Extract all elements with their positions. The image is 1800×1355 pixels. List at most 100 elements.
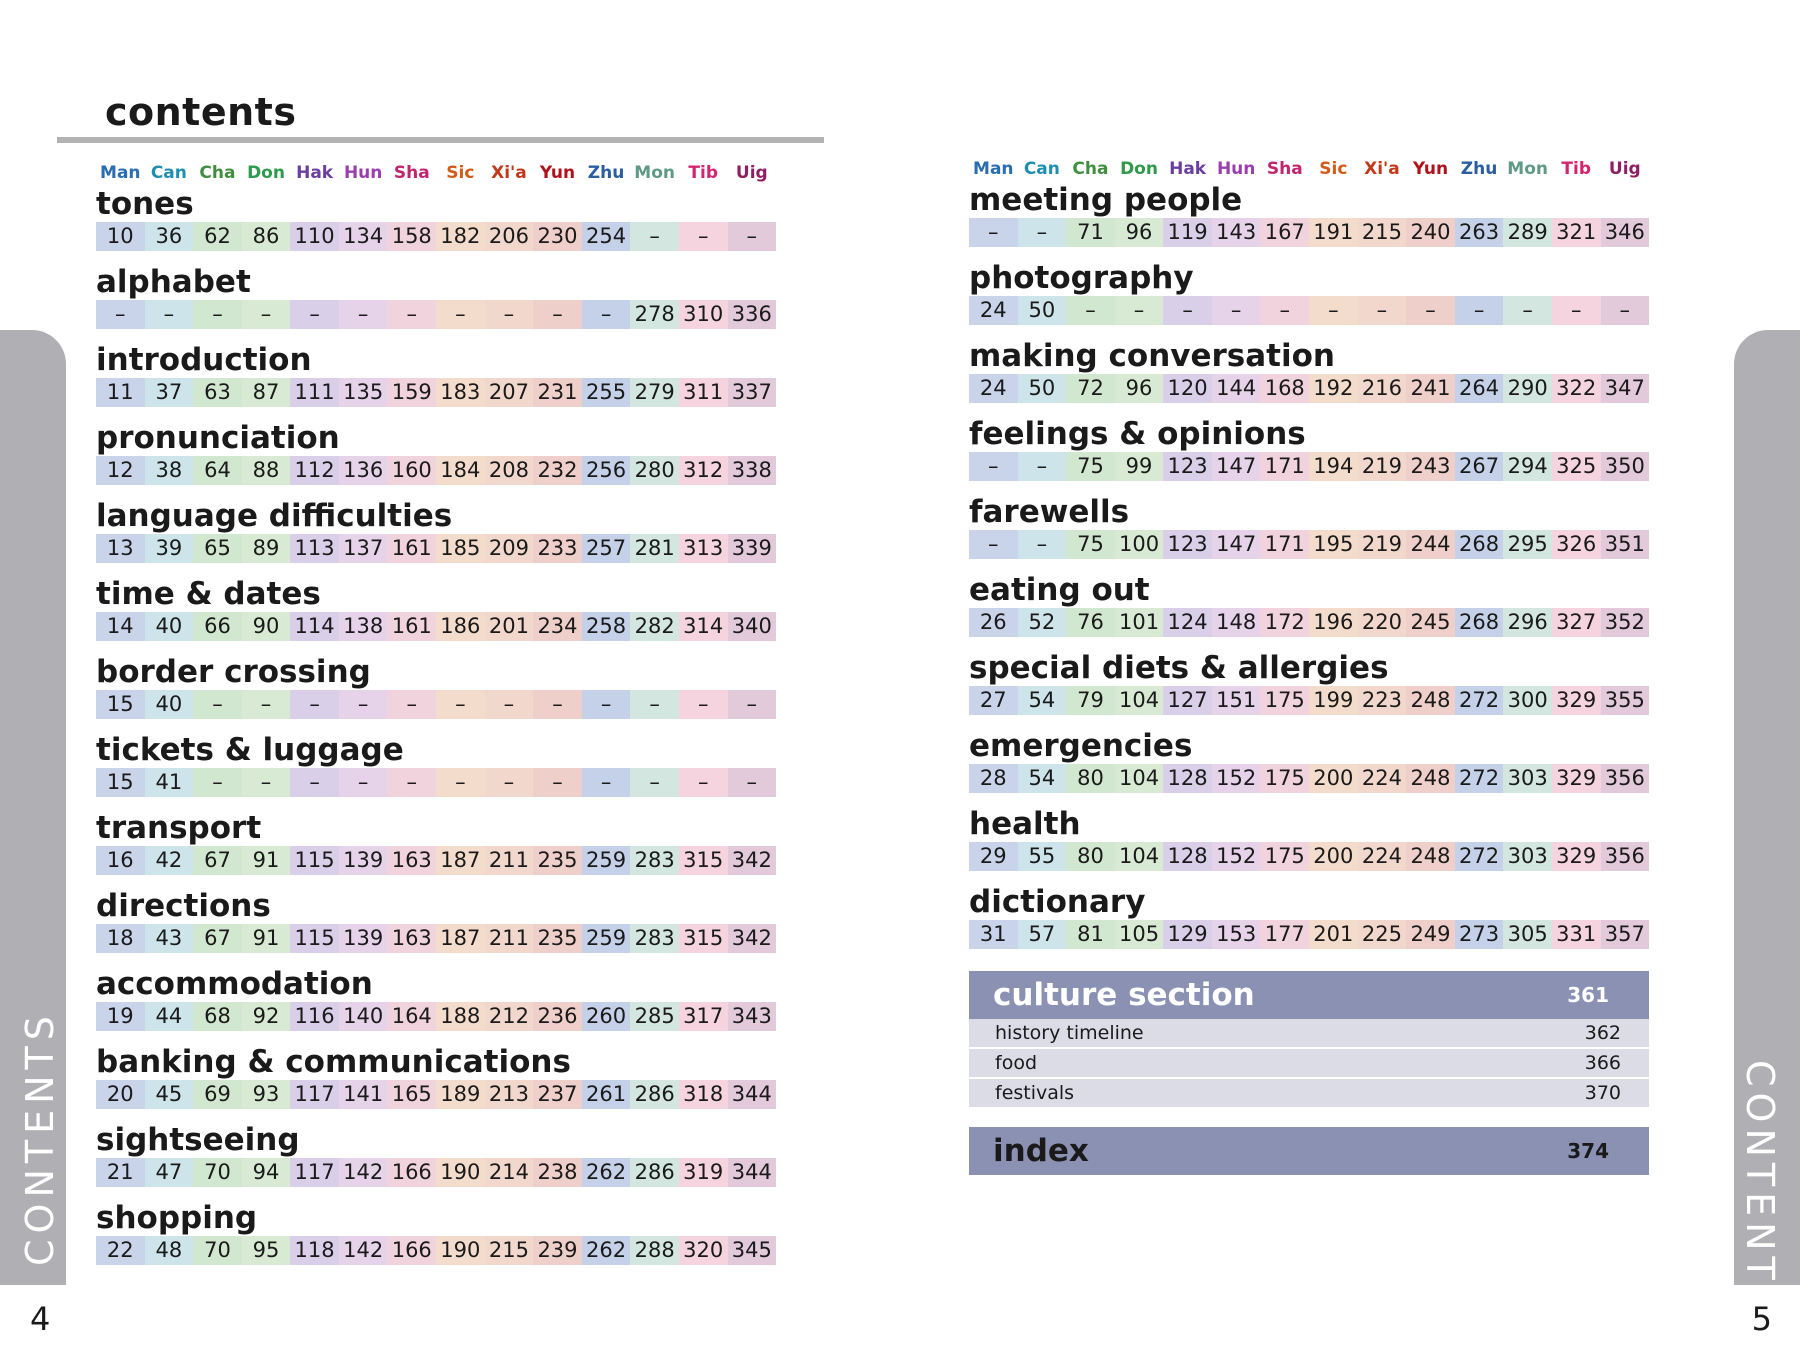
- page-ref-sha[interactable]: –: [387, 690, 437, 719]
- page-ref-zhu[interactable]: 256: [581, 456, 631, 485]
- page-ref-can[interactable]: –: [1017, 218, 1067, 247]
- page-ref-don[interactable]: 95: [241, 1236, 291, 1265]
- page-ref-hun[interactable]: 143: [1211, 218, 1261, 247]
- page-ref-zhu[interactable]: 267: [1454, 452, 1504, 481]
- page-ref-sha[interactable]: 175: [1260, 842, 1310, 871]
- page-ref-zhu[interactable]: 268: [1454, 530, 1504, 559]
- section-entry[interactable]: farewells – –75 100 123 147 171 195 219 244 268 295…: [969, 494, 1650, 559]
- page-ref-zhu[interactable]: 272: [1454, 842, 1504, 871]
- page-ref-man[interactable]: 31: [969, 920, 1018, 949]
- page-ref-cha[interactable]: 81: [1066, 920, 1115, 949]
- page-ref-uig[interactable]: 344: [727, 1158, 777, 1187]
- page-ref-yun[interactable]: 235: [533, 846, 582, 875]
- culture-item[interactable]: food 366: [969, 1049, 1649, 1079]
- page-ref-cha[interactable]: –: [1066, 296, 1115, 325]
- page-ref-hun[interactable]: 142: [338, 1236, 388, 1265]
- page-ref-xia[interactable]: 208: [484, 456, 534, 485]
- page-ref-don[interactable]: 92: [241, 1002, 291, 1031]
- page-ref-yun[interactable]: 248: [1406, 686, 1455, 715]
- page-ref-man[interactable]: 20: [96, 1080, 145, 1109]
- page-ref-sha[interactable]: 158: [387, 222, 437, 251]
- page-ref-mon[interactable]: 303: [1503, 764, 1552, 793]
- page-ref-xia[interactable]: 223: [1357, 686, 1407, 715]
- page-ref-don[interactable]: 86: [241, 222, 291, 251]
- page-ref-cha[interactable]: 76: [1066, 608, 1115, 637]
- page-ref-uig[interactable]: –: [727, 768, 777, 797]
- index-section[interactable]: index 374: [969, 1127, 1649, 1175]
- page-ref-sic[interactable]: 196: [1309, 608, 1358, 637]
- page-ref-xia[interactable]: 206: [484, 222, 534, 251]
- page-ref-sha[interactable]: 163: [387, 846, 437, 875]
- page-ref-tib[interactable]: 329: [1551, 764, 1601, 793]
- page-ref-tib[interactable]: 311: [678, 378, 728, 407]
- page-ref-man[interactable]: 29: [969, 842, 1018, 871]
- page-ref-zhu[interactable]: –: [581, 690, 631, 719]
- page-ref-hun[interactable]: 147: [1211, 452, 1261, 481]
- page-ref-mon[interactable]: –: [630, 768, 679, 797]
- page-ref-don[interactable]: 94: [241, 1158, 291, 1187]
- page-ref-don[interactable]: 96: [1114, 374, 1164, 403]
- page-ref-hak[interactable]: 120: [1163, 374, 1212, 403]
- page-ref-hun[interactable]: 148: [1211, 608, 1261, 637]
- page-ref-zhu[interactable]: 259: [581, 924, 631, 953]
- page-ref-can[interactable]: 36: [144, 222, 194, 251]
- page-ref-don[interactable]: 91: [241, 924, 291, 953]
- page-ref-don[interactable]: –: [1114, 296, 1164, 325]
- page-ref-sha[interactable]: 171: [1260, 452, 1310, 481]
- page-ref-uig[interactable]: –: [727, 222, 777, 251]
- page-ref-xia[interactable]: 207: [484, 378, 534, 407]
- page-ref-sic[interactable]: 183: [436, 378, 485, 407]
- page-ref-sic[interactable]: 186: [436, 612, 485, 641]
- page-ref-mon[interactable]: 281: [630, 534, 679, 563]
- page-ref-yun[interactable]: 244: [1406, 530, 1455, 559]
- page-ref-mon[interactable]: 295: [1503, 530, 1552, 559]
- page-ref-can[interactable]: –: [1017, 452, 1067, 481]
- section-entry[interactable]: time & dates 14 40 66 90 114 138 161 186 201 234 25…: [96, 576, 838, 641]
- page-ref-xia[interactable]: –: [484, 300, 534, 329]
- page-ref-don[interactable]: 105: [1114, 920, 1164, 949]
- section-entry[interactable]: shopping 22 48 70 95 118 142 166 190 215 239 262 288…: [96, 1200, 838, 1265]
- section-entry[interactable]: meeting people – –71 96 119 143 167 191 215 240 26…: [969, 182, 1650, 247]
- page-ref-sha[interactable]: 160: [387, 456, 437, 485]
- page-ref-sha[interactable]: –: [387, 768, 437, 797]
- page-ref-xia[interactable]: –: [484, 690, 534, 719]
- section-entry[interactable]: dictionary 31 57 81 105 129 153 177 201 225 249 273…: [969, 884, 1650, 949]
- section-entry[interactable]: feelings & opinions – –75 99 123 147 171 194 219…: [969, 416, 1650, 481]
- page-ref-cha[interactable]: 65: [193, 534, 242, 563]
- page-ref-mon[interactable]: –: [630, 222, 679, 251]
- page-ref-hak[interactable]: 112: [290, 456, 339, 485]
- page-ref-xia[interactable]: 201: [484, 612, 534, 641]
- page-ref-sic[interactable]: 201: [1309, 920, 1358, 949]
- page-ref-hak[interactable]: 115: [290, 846, 339, 875]
- page-ref-hun[interactable]: 139: [338, 924, 388, 953]
- page-ref-uig[interactable]: 346: [1600, 218, 1650, 247]
- page-ref-cha[interactable]: 71: [1066, 218, 1115, 247]
- page-ref-don[interactable]: 99: [1114, 452, 1164, 481]
- page-ref-hun[interactable]: 151: [1211, 686, 1261, 715]
- page-ref-sic[interactable]: 184: [436, 456, 485, 485]
- page-ref-yun[interactable]: 240: [1406, 218, 1455, 247]
- page-ref-sic[interactable]: 190: [436, 1158, 485, 1187]
- page-ref-sha[interactable]: 172: [1260, 608, 1310, 637]
- page-ref-mon[interactable]: 280: [630, 456, 679, 485]
- page-ref-can[interactable]: 55: [1017, 842, 1067, 871]
- page-ref-man[interactable]: 11: [96, 378, 145, 407]
- section-entry[interactable]: accommodation 19 44 68 92 116 140 164 188 212 236 2…: [96, 966, 838, 1031]
- page-ref-uig[interactable]: 356: [1600, 764, 1650, 793]
- page-ref-mon[interactable]: 296: [1503, 608, 1552, 637]
- page-ref-can[interactable]: 40: [144, 612, 194, 641]
- page-ref-zhu[interactable]: 262: [581, 1236, 631, 1265]
- page-ref-mon[interactable]: –: [630, 690, 679, 719]
- page-ref-xia[interactable]: 224: [1357, 842, 1407, 871]
- page-ref-hak[interactable]: 111: [290, 378, 339, 407]
- page-ref-uig[interactable]: 345: [727, 1236, 777, 1265]
- page-ref-zhu[interactable]: 272: [1454, 686, 1504, 715]
- page-ref-mon[interactable]: 285: [630, 1002, 679, 1031]
- page-ref-hak[interactable]: 123: [1163, 530, 1212, 559]
- section-entry[interactable]: pronunciation 12 38 64 88 112 136 160 184 208 232 2…: [96, 420, 838, 485]
- page-ref-xia[interactable]: 215: [1357, 218, 1407, 247]
- page-ref-sha[interactable]: –: [387, 300, 437, 329]
- page-ref-mon[interactable]: 294: [1503, 452, 1552, 481]
- page-ref-yun[interactable]: 238: [533, 1158, 582, 1187]
- page-ref-tib[interactable]: 314: [678, 612, 728, 641]
